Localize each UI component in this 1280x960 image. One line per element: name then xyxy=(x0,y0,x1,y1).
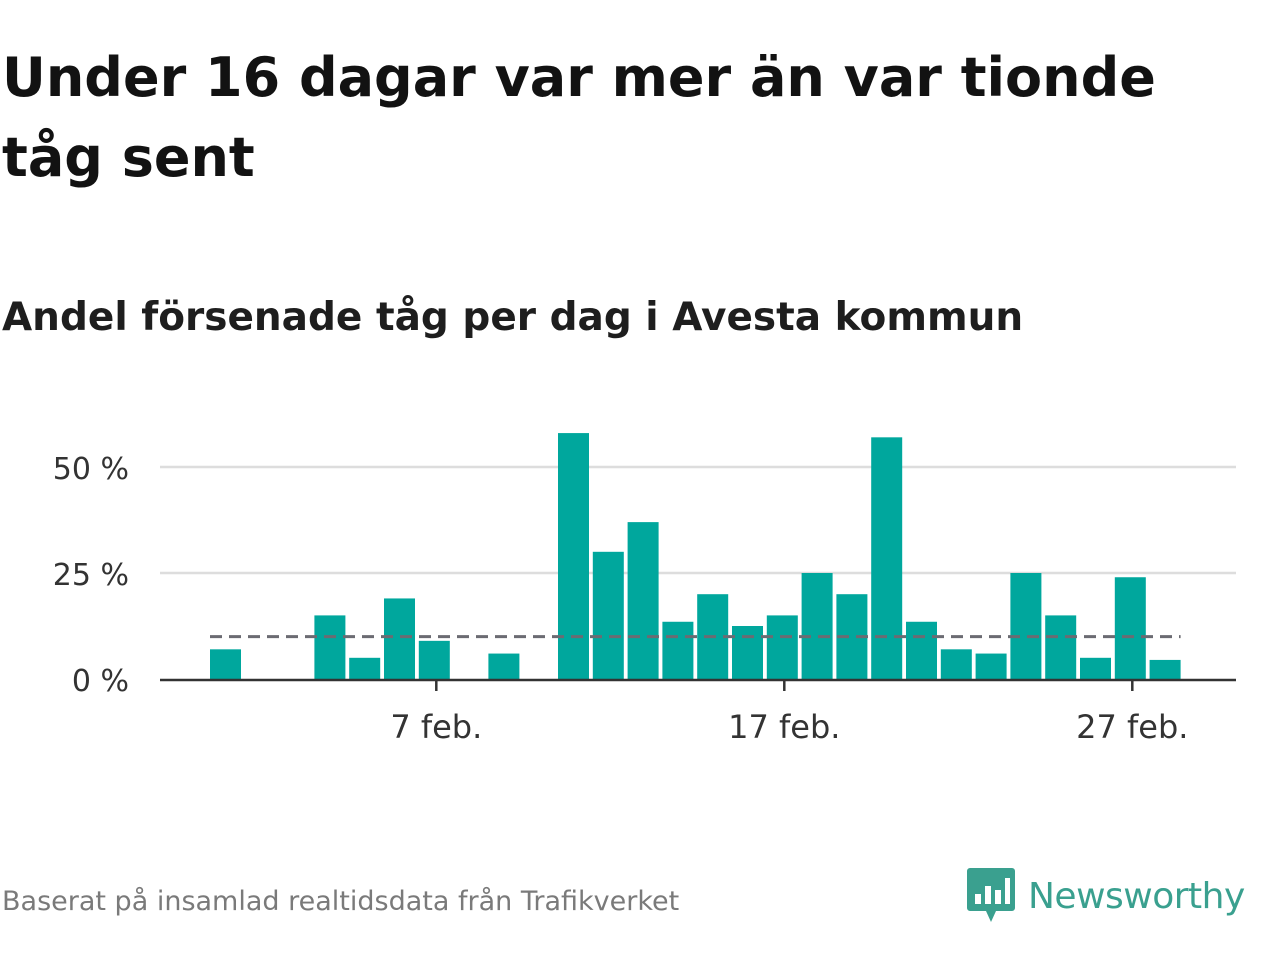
bar xyxy=(1080,657,1111,679)
bar xyxy=(1114,577,1146,679)
brand-name: Newsworthy xyxy=(1028,875,1245,917)
x-tick-label: 17 feb. xyxy=(728,708,840,746)
axes: 7 feb. 17 feb. 27 feb. xyxy=(160,678,1236,746)
source-note: Baserat på insamlad realtidsdata från Tr… xyxy=(2,886,680,917)
x-tick-label: 7 feb. xyxy=(390,708,482,746)
bar xyxy=(940,649,972,679)
bar xyxy=(766,615,798,679)
chart-title: Under 16 dagar var mer än var tionde tåg… xyxy=(2,46,1156,189)
bar xyxy=(418,640,450,679)
x-tick-label: 27 feb. xyxy=(1076,708,1188,746)
bar xyxy=(1010,573,1042,679)
bar xyxy=(314,615,346,679)
bar xyxy=(801,573,833,679)
bar xyxy=(975,653,1007,679)
gridlines: 0 % 25 % 50 % xyxy=(53,452,1236,699)
bar xyxy=(1149,659,1181,679)
brand-logo: Newsworthy xyxy=(966,866,1245,926)
bar xyxy=(906,621,937,679)
chart-subtitle: Andel försenade tåg per dag i Avesta kom… xyxy=(2,295,1024,340)
y-tick-label: 50 % xyxy=(53,452,129,487)
bar xyxy=(627,522,659,679)
bar xyxy=(349,657,381,679)
bar xyxy=(871,437,903,679)
y-tick-label: 0 % xyxy=(72,664,129,699)
bar xyxy=(1045,615,1077,679)
bar xyxy=(384,598,415,679)
y-tick-label: 25 % xyxy=(53,558,129,593)
bar xyxy=(592,551,624,679)
newsworthy-logo-icon xyxy=(967,868,1015,922)
bar xyxy=(732,626,763,679)
bar xyxy=(662,621,694,679)
bar xyxy=(488,653,520,679)
bar xyxy=(210,649,241,679)
bars xyxy=(210,433,1181,679)
bar xyxy=(558,433,589,679)
